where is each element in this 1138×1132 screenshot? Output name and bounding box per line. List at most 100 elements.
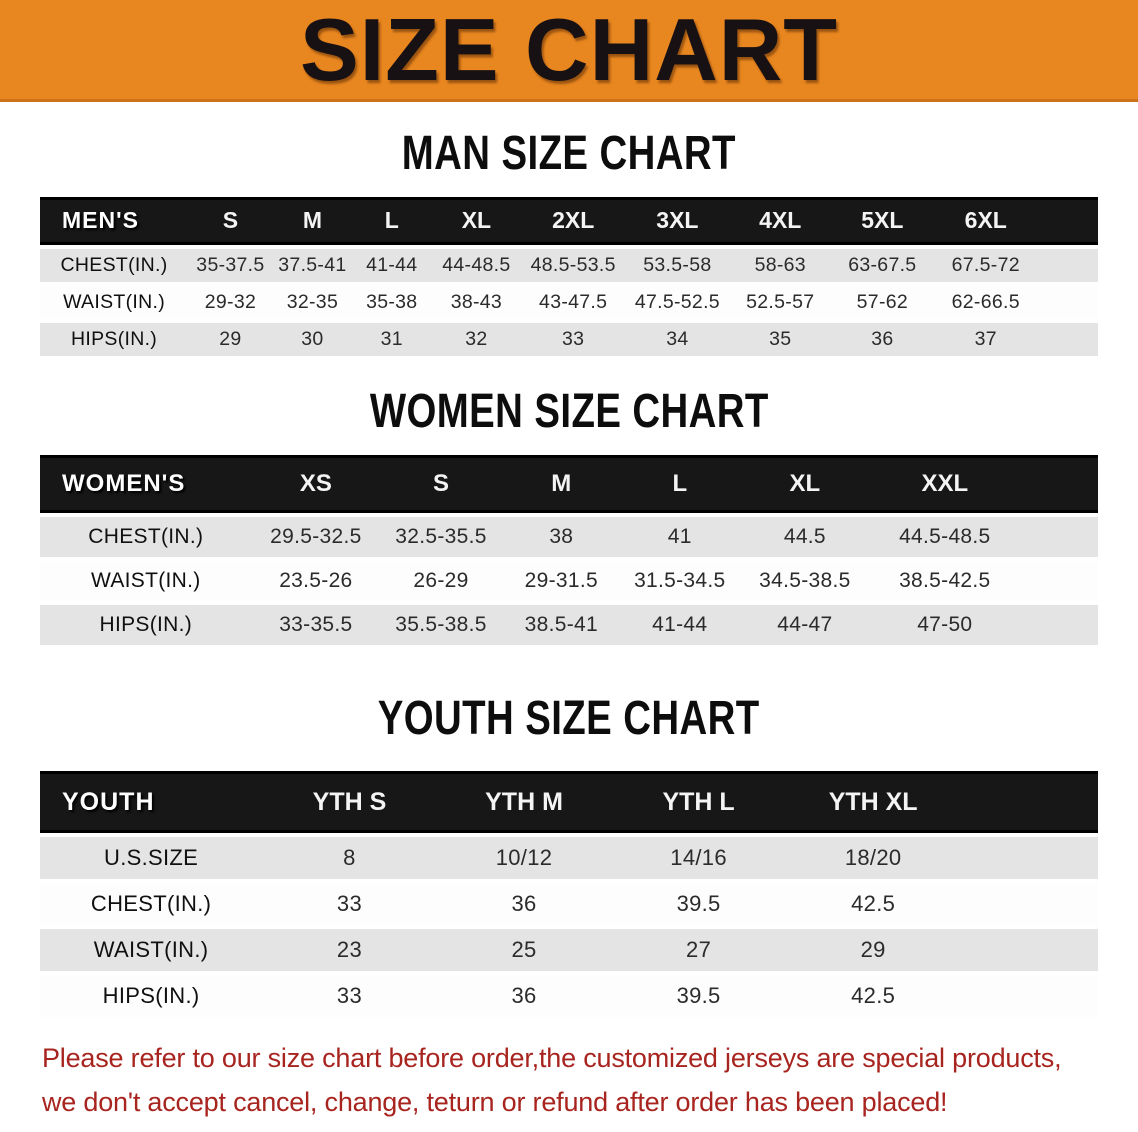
size-value: 57-62 — [856, 290, 909, 313]
size-value: 52.5-57 — [746, 290, 815, 313]
size-value: 33-35.5 — [279, 612, 353, 636]
size-value: 35.5-38.5 — [395, 612, 487, 636]
size-value: 33 — [562, 327, 585, 350]
size-column-header: YTH XL — [785, 771, 961, 834]
measurement-row: WAIST(IN.) 29-32 32-35 35-38 38-43 43-47.5 47.… — [40, 285, 1098, 319]
row-label: HIPS(IN.) — [99, 612, 193, 636]
size-value: 26-29 — [413, 568, 469, 592]
size-column-header: XL — [738, 454, 872, 513]
measurement-row: U.S.SIZE 8 10/12 14/16 18/20 — [40, 837, 1098, 880]
header-spacer — [1018, 454, 1098, 513]
size-value: 32 — [465, 327, 488, 350]
measurement-row: WAIST(IN.) 23 25 27 29 — [40, 929, 1098, 972]
size-value: 41 — [667, 524, 692, 548]
youth-size-table: YOUTH YTH S YTH M YTH L YTH XL U.S.SIZE 8 10/12… — [40, 767, 1098, 1021]
men-size-table: MEN'S S M L XL 2XL 3XL 4XL 5XL 6XL CHEST(IN.) 35-37… — [40, 193, 1098, 360]
size-column-header: 6XL — [933, 196, 1038, 245]
table-header-row: WOMEN'S XS S M L XL XXL — [40, 454, 1098, 513]
row-spacer — [960, 929, 1098, 971]
size-value: 39.5 — [676, 891, 721, 917]
size-value: 41-44 — [652, 612, 708, 636]
row-label: CHEST(IN.) — [90, 891, 212, 917]
row-spacer — [1038, 249, 1098, 282]
size-value: 33 — [336, 983, 362, 1009]
size-value: 43-47.5 — [539, 290, 608, 313]
size-value: 44-48.5 — [442, 253, 511, 276]
size-value: 41-44 — [366, 253, 418, 276]
size-value: 18/20 — [844, 845, 902, 871]
size-value: 47-50 — [917, 612, 973, 636]
row-label: U.S.SIZE — [104, 845, 199, 871]
size-value: 42.5 — [851, 983, 896, 1009]
youth-heading-text: YOUTH SIZE CHART — [378, 691, 760, 745]
row-label: HIPS(IN.) — [70, 327, 158, 350]
size-column-header: L — [620, 454, 739, 513]
youth-table-wrap: YOUTH YTH S YTH M YTH L YTH XL U.S.SIZE 8 10/12… — [40, 767, 1098, 1021]
size-value: 48.5-53.5 — [530, 253, 616, 276]
measurement-row: CHEST(IN.) 33 36 39.5 42.5 — [40, 883, 1098, 926]
corner-label: MEN'S — [40, 196, 189, 245]
size-column-header: S — [188, 196, 273, 245]
row-spacer — [1038, 323, 1098, 356]
size-column-header: M — [272, 196, 353, 245]
size-column-header: YTH S — [262, 771, 437, 834]
size-column-header: M — [501, 454, 621, 513]
size-value: 38.5-41 — [524, 612, 598, 636]
size-value: 23 — [336, 937, 362, 963]
size-value: 44.5-48.5 — [899, 524, 991, 548]
corner-label: WOMEN'S — [40, 454, 252, 513]
row-label: HIPS(IN.) — [102, 983, 200, 1009]
measurement-row: HIPS(IN.) 29 30 31 32 33 34 35 36 37 — [40, 322, 1098, 356]
women-table-wrap: WOMEN'S XS S M L XL XXL CHEST(IN.) 29.5-32.5 32.5… — [40, 451, 1098, 649]
size-column-header: L — [352, 196, 432, 245]
page-title: SIZE CHART — [300, 5, 838, 94]
women-heading-text: WOMEN SIZE CHART — [369, 384, 769, 438]
size-value: 36 — [871, 327, 894, 350]
size-value: 47.5-52.5 — [634, 290, 720, 313]
size-value: 38.5-42.5 — [899, 568, 991, 592]
size-value: 32-35 — [286, 290, 339, 313]
size-column-header: XXL — [871, 454, 1019, 513]
size-column-header: S — [380, 454, 502, 513]
size-value: 33 — [336, 891, 362, 917]
size-value: 35-38 — [366, 290, 418, 313]
measurement-row: HIPS(IN.) 33 36 39.5 42.5 — [40, 975, 1098, 1018]
table-header-row: MEN'S S M L XL 2XL 3XL 4XL 5XL 6XL — [40, 196, 1098, 245]
size-value: 27 — [686, 937, 712, 963]
men-heading-text: MAN SIZE CHART — [401, 127, 737, 180]
size-value: 58-63 — [754, 253, 806, 276]
size-value: 39.5 — [676, 983, 721, 1009]
header-spacer — [1037, 196, 1098, 245]
size-value: 63-67.5 — [848, 253, 917, 276]
measurement-row: CHEST(IN.) 35-37.5 37.5-41 41-44 44-48.5 48.5… — [40, 248, 1098, 282]
size-value: 34 — [666, 327, 689, 350]
row-spacer — [1019, 561, 1098, 601]
size-value: 31 — [380, 327, 403, 350]
size-value: 37.5-41 — [278, 253, 347, 276]
size-value: 30 — [301, 327, 324, 350]
size-value: 31.5-34.5 — [634, 568, 726, 592]
youth-heading: YOUTH SIZE CHART — [0, 691, 1138, 746]
row-spacer — [1038, 286, 1098, 319]
size-value: 38 — [549, 524, 574, 548]
size-value: 32.5-35.5 — [395, 524, 487, 548]
size-column-header: 4XL — [729, 196, 831, 245]
section-youth: YOUTH SIZE CHART YOUTH YTH S YTH M YTH L YTH… — [0, 691, 1138, 1022]
row-label: CHEST(IN.) — [88, 524, 204, 548]
row-spacer — [960, 975, 1098, 1017]
row-label: WAIST(IN.) — [91, 568, 201, 592]
header-spacer — [960, 771, 1098, 834]
size-value: 29 — [219, 327, 242, 350]
size-value: 35-37.5 — [196, 253, 265, 276]
size-value: 29 — [860, 937, 886, 963]
row-spacer — [1019, 517, 1098, 557]
size-value: 67.5-72 — [951, 253, 1020, 276]
section-women: WOMEN SIZE CHART WOMEN'S XS S M L XL XXL CHEST(… — [0, 384, 1138, 649]
size-value: 29-32 — [204, 290, 257, 313]
size-column-header: XL — [431, 196, 522, 245]
size-value: 62-66.5 — [951, 290, 1020, 313]
size-value: 53.5-58 — [643, 253, 712, 276]
size-value: 14/16 — [670, 845, 727, 871]
corner-label: YOUTH — [40, 771, 263, 834]
